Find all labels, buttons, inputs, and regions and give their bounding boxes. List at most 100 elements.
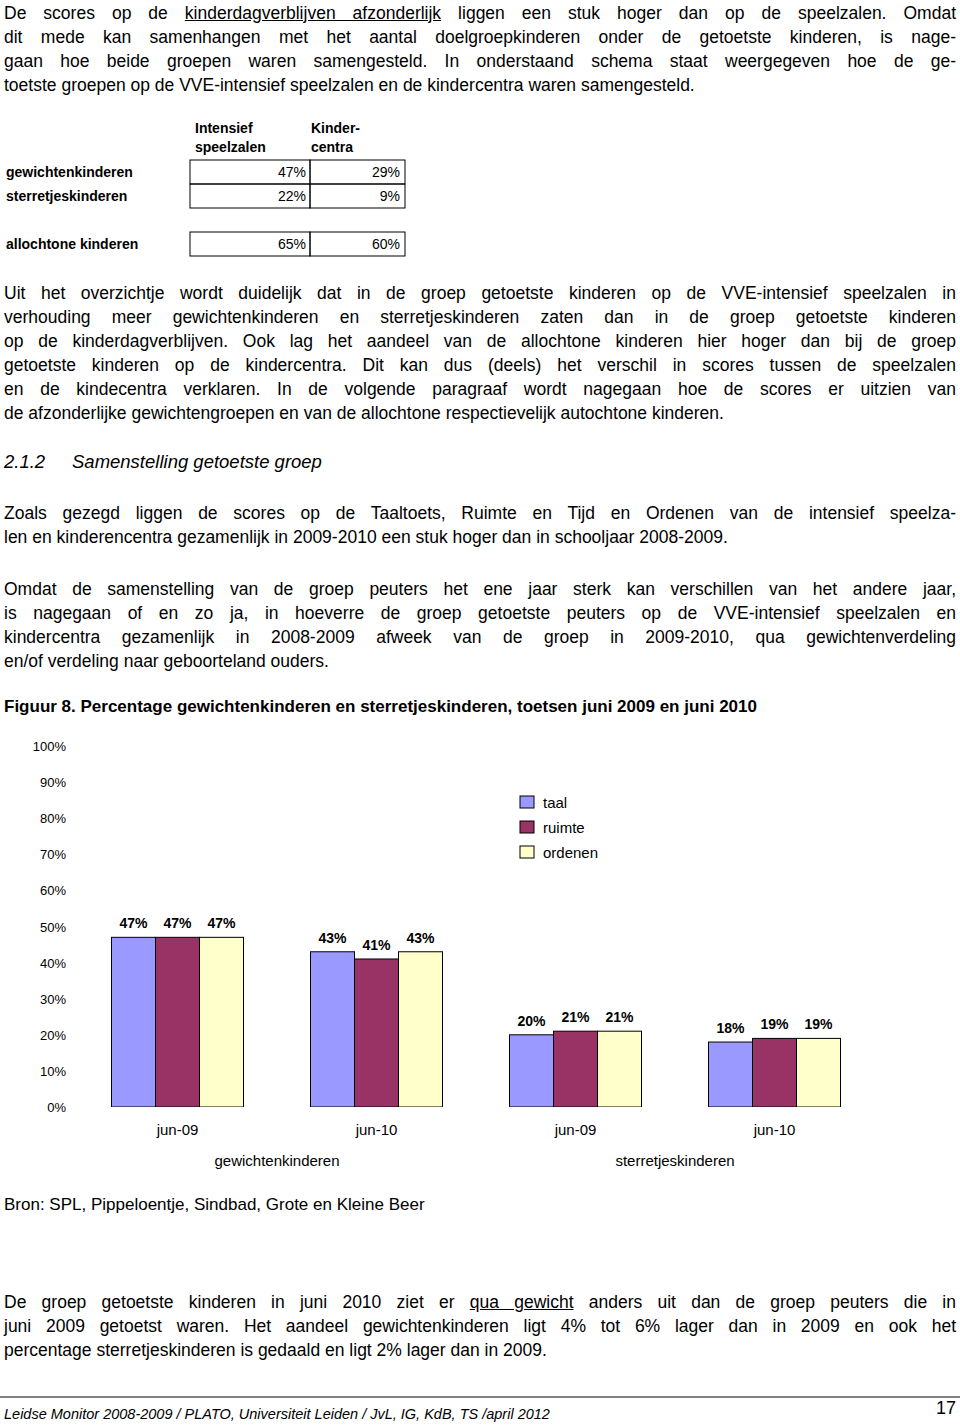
legend-swatch xyxy=(520,796,534,808)
page-number-text: 17 xyxy=(936,1398,956,1418)
text: percentage sterretjeskinderen is gedaald… xyxy=(4,1340,547,1360)
text-line: toetste groepen op de VVE-intensief spee… xyxy=(4,75,956,95)
text-line: verhouding meer gewichtenkinderen en ste… xyxy=(4,307,956,327)
text: en de kindecentra verklaren. In de volge… xyxy=(4,379,956,399)
text: kindercentra gezamenlijk in 2008-2009 af… xyxy=(4,627,956,647)
bar xyxy=(510,1035,554,1107)
table-header: Kinder- xyxy=(311,120,360,136)
text-line: op de kinderdagverblijven. Ook lag het a… xyxy=(4,331,956,351)
legend-swatch xyxy=(520,821,534,833)
y-tick-label: 20% xyxy=(40,1028,66,1043)
y-tick-label: 50% xyxy=(40,920,66,935)
section-heading: 2.1.2 xyxy=(4,451,45,473)
footer: Leidse Monitor 2008-2009 / PLATO, Univer… xyxy=(4,1406,550,1422)
table-cell xyxy=(310,232,405,256)
text-line: De scores op de kinderdagverblijven afzo… xyxy=(4,3,956,23)
data-label: 43% xyxy=(318,930,347,946)
source: Bron: SPL, Pippeloentje, Sindbad, Grote … xyxy=(4,1195,425,1215)
data-label: 43% xyxy=(406,930,435,946)
text: De scores op de xyxy=(4,3,185,23)
table-value: 22% xyxy=(278,188,306,204)
text: en/of verdeling naar geboorteland ouders… xyxy=(4,651,329,671)
text-line: Omdat de samenstelling van de groep peut… xyxy=(4,579,956,599)
table-header: Intensief xyxy=(195,120,253,136)
bar xyxy=(311,952,355,1107)
text: Omdat de samenstelling van de groep peut… xyxy=(4,579,956,599)
text: gaan hoe beide groepen waren samengestel… xyxy=(4,51,956,71)
data-label: 47% xyxy=(163,915,192,931)
text: op de kinderdagverblijven. Ook lag het a… xyxy=(4,331,956,351)
text-line: is nagegaan of en zo ja, in hoeverre de … xyxy=(4,603,956,623)
source-text: Bron: SPL, Pippeloentje, Sindbad, Grote … xyxy=(4,1195,425,1214)
text-line: kindercentra gezamenlijk in 2008-2009 af… xyxy=(4,627,956,647)
table-cell xyxy=(310,160,405,184)
table-header: centra xyxy=(311,139,353,155)
text: toetste groepen op de VVE-intensief spee… xyxy=(4,75,695,95)
bar xyxy=(399,952,443,1107)
bar xyxy=(598,1031,642,1107)
chart-title: Figuur 8. Percentage gewichtenkinderen e… xyxy=(4,697,757,716)
text-line: en/of verdeling naar geboorteland ouders… xyxy=(4,651,956,671)
text-line: juni 2009 getoetst waren. Het aandeel ge… xyxy=(4,1316,956,1336)
legend-swatch xyxy=(520,846,534,858)
data-label: 47% xyxy=(207,915,236,931)
table-cell xyxy=(310,184,405,208)
bar xyxy=(554,1031,598,1107)
bar xyxy=(355,959,399,1107)
legend-label: ordenen xyxy=(543,844,598,861)
x-tick-label: jun-10 xyxy=(753,1121,796,1138)
bar xyxy=(797,1038,841,1107)
text: len en kinderencentra gezamenlijk in 200… xyxy=(4,527,728,547)
table-row-label: gewichtenkinderen xyxy=(6,164,133,180)
text: de afzonderlijke gewichtengroepen en van… xyxy=(4,403,724,423)
bar xyxy=(709,1042,753,1107)
y-tick-label: 100% xyxy=(33,739,67,754)
text-line: Uit het overzichtje wordt duidelijk dat … xyxy=(4,283,956,303)
table-value: 29% xyxy=(372,164,400,180)
table-cell xyxy=(190,232,310,256)
bar xyxy=(112,937,156,1107)
y-tick-label: 90% xyxy=(40,775,66,790)
text: is nagegaan of en zo ja, in hoeverre de … xyxy=(4,603,956,623)
text: De groep getoetste kinderen in juni 2010… xyxy=(4,1292,470,1312)
y-tick-label: 80% xyxy=(40,811,66,826)
text: Zoals gezegd liggen de scores op de Taal… xyxy=(4,503,956,523)
text: getoetste kinderen op de kindercentra. D… xyxy=(4,355,956,375)
text-line: de afzonderlijke gewichtengroepen en van… xyxy=(4,403,956,423)
bar xyxy=(200,937,244,1107)
text: dit mede kan samenhangen met het aantal … xyxy=(4,27,956,47)
table-row-label: sterretjeskinderen xyxy=(6,188,127,204)
legend: taalruimteordenen xyxy=(520,794,598,861)
text: juni 2009 getoetst waren. Het aandeel ge… xyxy=(4,1316,956,1336)
table-value: 60% xyxy=(372,236,400,252)
x-group-label: gewichtenkinderen xyxy=(214,1152,339,1169)
table-header: speelzalen xyxy=(195,139,266,155)
text-line: Zoals gezegd liggen de scores op de Taal… xyxy=(4,503,956,523)
footer-text: Leidse Monitor 2008-2009 / PLATO, Univer… xyxy=(4,1406,550,1422)
bar xyxy=(753,1038,797,1107)
table-cell xyxy=(190,184,310,208)
y-tick-label: 40% xyxy=(40,956,66,971)
table-value: 9% xyxy=(380,188,400,204)
bar xyxy=(156,937,200,1107)
page-number: 17 xyxy=(936,1398,956,1419)
data-label: 19% xyxy=(760,1016,789,1032)
y-tick-label: 30% xyxy=(40,992,66,1007)
table-value: 65% xyxy=(278,236,306,252)
table-cell xyxy=(190,160,310,184)
text-line: gaan hoe beide groepen waren samengestel… xyxy=(4,51,956,71)
text-line: percentage sterretjeskinderen is gedaald… xyxy=(4,1340,956,1360)
text-line: en de kindecentra verklaren. In de volge… xyxy=(4,379,956,399)
table-row-label: allochtone kinderen xyxy=(6,236,138,252)
x-tick-label: jun-10 xyxy=(355,1121,398,1138)
text: Uit het overzichtje wordt duidelijk dat … xyxy=(4,283,956,303)
data-label: 47% xyxy=(119,915,148,931)
data-label: 21% xyxy=(605,1009,634,1025)
y-tick-label: 10% xyxy=(40,1064,66,1079)
legend-label: ruimte xyxy=(543,819,585,836)
heading-title: Samenstelling getoetste groep xyxy=(72,451,322,472)
x-tick-label: jun-09 xyxy=(156,1121,199,1138)
text: liggen een stuk hoger dan op de speelzal… xyxy=(441,3,956,23)
x-group-label: sterretjeskinderen xyxy=(615,1152,734,1169)
bars xyxy=(112,937,841,1107)
